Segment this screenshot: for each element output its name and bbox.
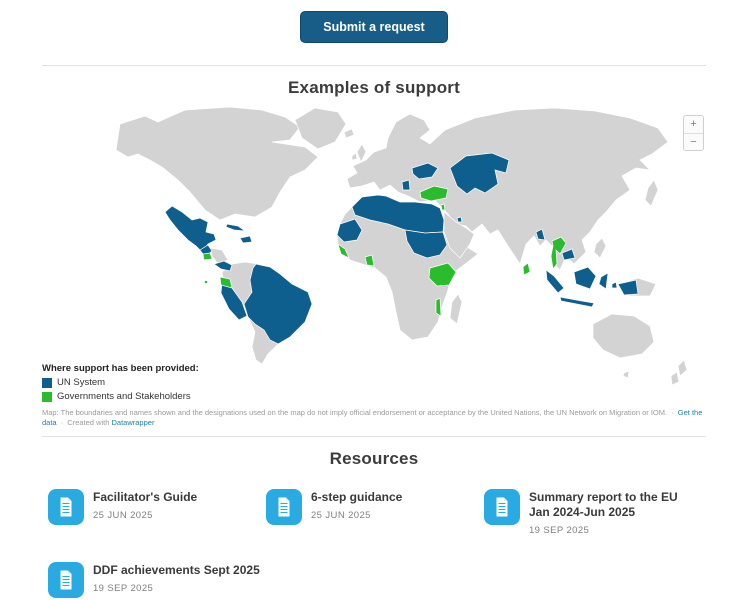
region-sierra-leone-liberia xyxy=(337,243,350,259)
resource-card-facilitators-guide[interactable]: Facilitator's Guide 25 JUN 2025 xyxy=(48,488,266,536)
region-peru xyxy=(220,281,248,321)
region-united-kingdom xyxy=(356,143,367,163)
region-mauritania-senegal xyxy=(336,218,363,243)
map-zoom-out-button[interactable]: − xyxy=(684,133,703,150)
region-sri-lanka xyxy=(522,262,531,276)
region-japan xyxy=(644,179,659,207)
resource-date: 25 JUN 2025 xyxy=(311,509,371,521)
resource-text: DDF achievements Sept 2025 19 SEP 2025 xyxy=(93,562,260,594)
map-zoom-in-button[interactable]: + xyxy=(684,116,703,133)
region-galapagos xyxy=(204,280,208,284)
region-new-zealand-south xyxy=(670,371,680,386)
region-thailand xyxy=(550,236,567,270)
map-legend: Where support has been provided: UN Syst… xyxy=(42,363,199,402)
region-borneo xyxy=(573,266,597,290)
attribution-text: Map: The boundaries and names shown and … xyxy=(42,408,668,417)
resource-card-6-step-guidance[interactable]: 6-step guidance 25 JUN 2025 xyxy=(266,488,484,536)
region-cuba xyxy=(225,223,247,232)
legend-label: Governments and Stakeholders xyxy=(57,391,191,402)
world-map xyxy=(115,106,688,386)
map-attribution: Map: The boundaries and names shown and … xyxy=(42,408,706,428)
document-icon xyxy=(48,561,84,598)
region-kenya-uganda xyxy=(428,262,457,287)
region-hispaniola xyxy=(239,235,253,244)
region-australia xyxy=(592,313,655,359)
region-balkans xyxy=(401,179,411,191)
resource-date: 19 SEP 2025 xyxy=(93,582,154,594)
resource-date: 25 JUN 2025 xyxy=(93,509,153,521)
region-bangladesh xyxy=(535,228,546,241)
world-map-widget: + − Where support has been provided: UN … xyxy=(42,102,706,404)
resources-title: Resources xyxy=(329,448,419,468)
region-sulawesi xyxy=(598,272,609,290)
region-brazil-guyanas xyxy=(243,263,313,345)
resource-card-summary-report-eu[interactable]: Summary report to the EU Jan 2024-Jun 20… xyxy=(484,488,702,536)
region-qatar xyxy=(456,216,463,223)
legend-item-un-system: UN System xyxy=(42,377,199,388)
region-arabia xyxy=(443,211,475,259)
region-lebanon xyxy=(440,203,446,211)
get-the-data-link[interactable]: Get the data xyxy=(42,408,703,427)
region-mexico xyxy=(164,205,217,253)
datawrapper-link[interactable]: Datawrapper xyxy=(111,417,155,427)
region-java xyxy=(559,296,595,308)
region-north-america xyxy=(115,106,319,221)
resources-grid: Facilitator's Guide 25 JUN 2025 6-step g… xyxy=(48,488,706,598)
region-north-africa xyxy=(351,194,445,234)
region-greenland xyxy=(294,107,347,150)
region-west-papua xyxy=(617,279,639,296)
submit-request-button[interactable]: Submit a request xyxy=(300,11,448,43)
map-zoom-controls: + − xyxy=(683,115,704,151)
attribution-separator: · xyxy=(60,417,64,427)
created-with-text: Created with xyxy=(67,417,110,427)
examples-of-support-title: Examples of support xyxy=(288,78,460,97)
region-el-salvador xyxy=(202,252,213,261)
region-turkey xyxy=(419,185,449,202)
region-madagascar xyxy=(449,293,463,325)
document-icon xyxy=(48,488,84,525)
resource-title[interactable]: DDF achievements Sept 2025 xyxy=(93,562,260,577)
resource-text: 6-step guidance 25 JUN 2025 xyxy=(311,489,402,521)
region-eurasia xyxy=(346,107,669,271)
region-maluku xyxy=(611,281,618,289)
resource-title[interactable]: 6-step guidance xyxy=(311,489,403,504)
top-bar: Submit a request xyxy=(0,0,748,43)
attribution-separator: · xyxy=(671,408,674,417)
resource-title[interactable]: Summary report to the EU Jan 2024-Jun 20… xyxy=(529,489,678,519)
legend-title: Where support has been provided: xyxy=(42,363,199,374)
document-icon xyxy=(484,488,520,525)
legend-label: UN System xyxy=(57,377,106,388)
resource-text: Facilitator's Guide 25 JUN 2025 xyxy=(93,489,197,521)
region-ecuador xyxy=(219,276,233,289)
region-malawi xyxy=(435,297,442,317)
region-philippines xyxy=(593,237,607,259)
region-ukraine xyxy=(411,162,439,180)
region-tasmania xyxy=(622,370,630,379)
section-divider xyxy=(42,65,706,66)
region-cambodia xyxy=(561,248,576,261)
resource-card-ddf-achievements[interactable]: DDF achievements Sept 2025 19 SEP 2025 xyxy=(48,561,266,598)
section-divider xyxy=(42,435,706,437)
resource-text: Summary report to the EU Jan 2024-Jun 20… xyxy=(529,489,697,536)
region-ireland xyxy=(351,152,358,161)
governments-swatch xyxy=(42,391,52,402)
region-costa-rica-panama xyxy=(213,260,233,272)
resource-title[interactable]: Facilitator's Guide xyxy=(93,489,198,504)
region-central-asia xyxy=(449,152,510,195)
resource-date: 19 SEP 2025 xyxy=(529,524,590,536)
region-sumatra xyxy=(545,269,565,294)
document-icon xyxy=(266,488,302,525)
region-new-zealand-north xyxy=(677,359,688,377)
region-iceland xyxy=(343,128,355,139)
un-system-swatch xyxy=(42,377,52,388)
region-chad-sudan xyxy=(404,229,448,259)
region-ghana xyxy=(364,254,375,267)
legend-item-governments: Governments and Stakeholders xyxy=(42,391,199,402)
